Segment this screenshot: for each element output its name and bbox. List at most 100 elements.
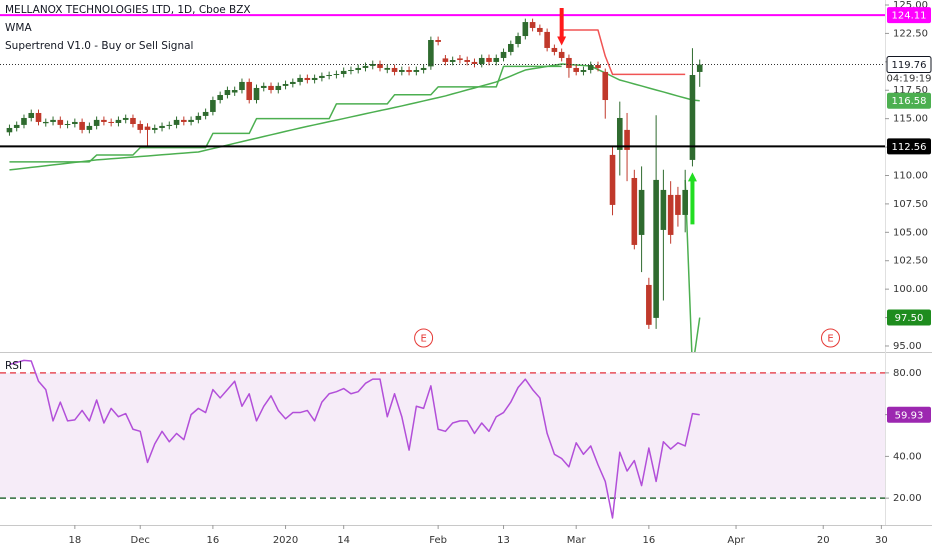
price-tag: [887, 309, 931, 326]
candle-body: [631, 177, 638, 245]
candle-body: [406, 70, 412, 72]
candle-body: [195, 115, 202, 120]
candle-body: [86, 125, 93, 130]
candle-body: [362, 65, 369, 68]
candle-body: [173, 119, 180, 125]
x-tick-label: Mar: [567, 535, 587, 546]
candle-body: [595, 65, 601, 68]
candle-body: [28, 112, 35, 118]
candle-body: [151, 127, 158, 130]
candle-body: [391, 67, 398, 72]
candle-body: [260, 85, 267, 88]
candle-body: [224, 90, 231, 96]
candle-body: [428, 40, 434, 67]
band-fill: [0, 372, 885, 499]
candle-body: [478, 57, 485, 64]
countdown: 04:19:19: [887, 74, 932, 85]
candle-body: [420, 67, 427, 71]
candle-body: [13, 124, 20, 128]
candle-body: [616, 117, 623, 150]
candle-body: [130, 117, 136, 125]
y-tick-label: 115.00: [893, 114, 928, 125]
candle-body: [326, 75, 332, 77]
candle-body: [290, 81, 296, 84]
price-tag: [887, 138, 931, 155]
event-marker: [414, 328, 434, 348]
candle-body: [638, 189, 645, 235]
y-tick-label: 20.00: [893, 493, 922, 504]
candle-body: [558, 51, 565, 58]
candle-body: [471, 61, 478, 64]
candle-body: [566, 57, 572, 68]
candle-body: [144, 126, 151, 130]
candle-body: [355, 67, 362, 71]
x-tick-label: Apr: [727, 535, 745, 546]
legend-supertrend: Supertrend V1.0 - Buy or Sell Signal: [5, 40, 193, 52]
candle-body: [682, 189, 688, 215]
candle-body: [660, 189, 667, 230]
candle-body: [21, 117, 27, 125]
price-tag: [887, 406, 931, 423]
candle-body: [587, 65, 594, 71]
candle-body: [115, 119, 122, 123]
candle-body: [646, 284, 652, 325]
indicator-line-down: [561, 29, 686, 76]
rsi-title: RSI: [5, 360, 22, 372]
y-tick-label: 80.00: [893, 368, 922, 379]
price-tag-label: 116.58: [892, 96, 927, 107]
price-tag-label: 59.93: [895, 410, 924, 421]
candle-body: [297, 77, 303, 82]
candle-body: [399, 70, 405, 72]
candle-body: [202, 111, 209, 116]
candle-body: [377, 63, 383, 68]
candle-body: [79, 121, 85, 130]
price-tag-label: 119.76: [892, 60, 927, 71]
candle-body: [319, 75, 325, 78]
candle-body: [675, 194, 681, 215]
candle-body: [108, 121, 114, 123]
candle-body: [551, 47, 558, 52]
event-label: E: [420, 334, 426, 345]
x-tick-label: Feb: [429, 535, 447, 546]
x-tick-label: 30: [875, 535, 888, 546]
y-tick-label: 122.50: [893, 28, 928, 39]
candle-body: [500, 51, 507, 58]
candle-body: [137, 124, 144, 130]
candle-body: [696, 64, 703, 72]
indicator-line: [9, 63, 700, 171]
candle-body: [486, 57, 492, 62]
candle-body: [122, 117, 129, 120]
candle-body: [348, 70, 354, 72]
x-tick-label: 14: [337, 535, 350, 546]
candle-body: [282, 83, 289, 86]
event-label: E: [827, 334, 833, 345]
event-marker: [821, 328, 841, 348]
x-tick-label: 13: [497, 535, 510, 546]
candle-body: [435, 40, 441, 42]
candle-body: [508, 43, 514, 52]
x-tick-label: 18: [68, 535, 81, 546]
candle-body: [64, 124, 71, 126]
candle-body: [181, 119, 187, 122]
candle-body: [210, 100, 216, 112]
candle-body: [6, 127, 13, 133]
candle-body: [544, 31, 550, 48]
candle-body: [93, 119, 100, 126]
candle-body: [449, 60, 456, 62]
y-tick-label: 95.00: [893, 341, 922, 352]
price-tag-label: 97.50: [895, 313, 924, 324]
candle-body: [384, 67, 391, 70]
candle-body: [580, 70, 587, 72]
candle-body: [515, 36, 521, 44]
candle-body: [231, 90, 238, 93]
candle-body: [493, 57, 500, 62]
price-tag-label: 112.56: [892, 142, 927, 153]
x-tick-label: Dec: [131, 535, 150, 546]
candle-body: [72, 121, 78, 125]
y-tick-label: 110.00: [893, 170, 928, 181]
candle-body: [50, 119, 56, 122]
